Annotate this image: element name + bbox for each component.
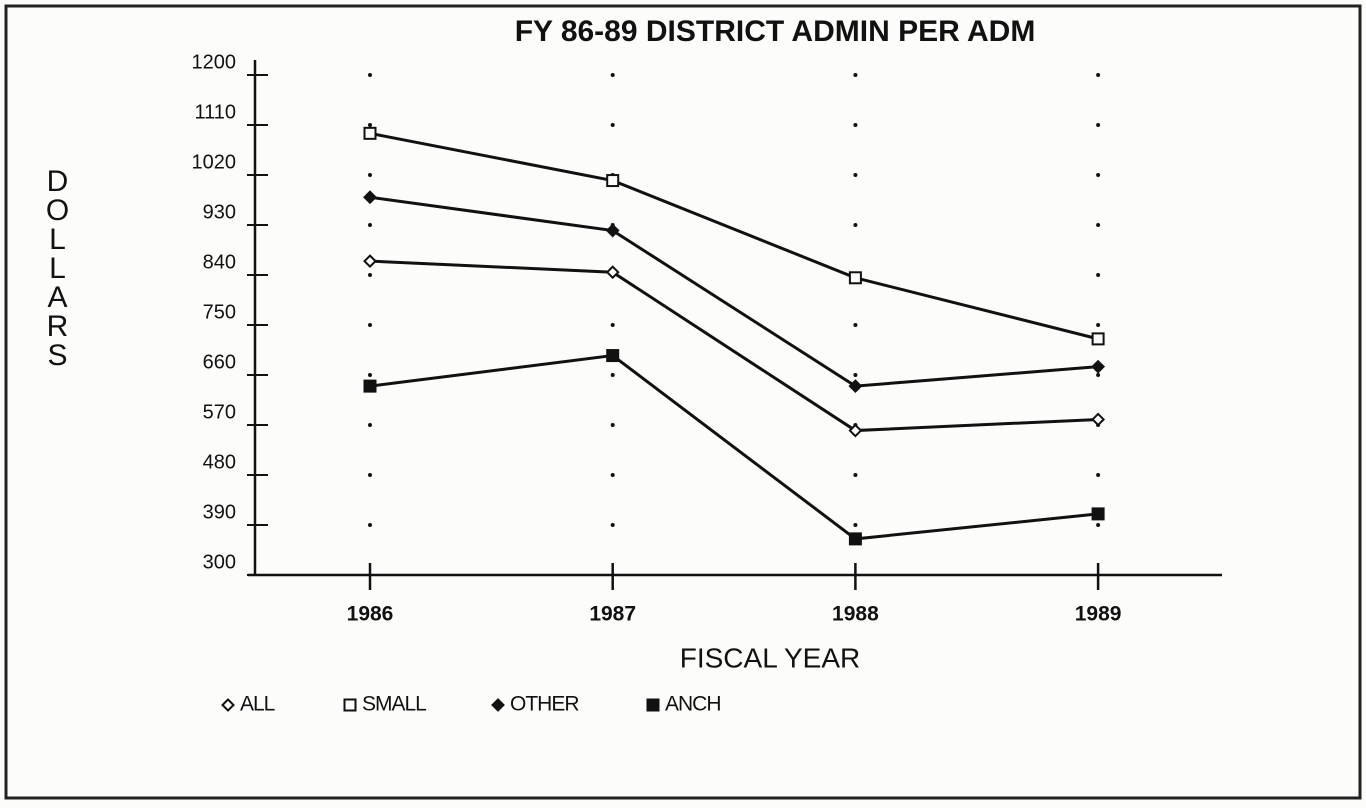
legend-label: SMALL bbox=[362, 693, 426, 716]
grid-dot bbox=[368, 223, 372, 227]
x-tick-label: 1986 bbox=[347, 603, 394, 626]
y-tick-label: 840 bbox=[203, 251, 236, 273]
legend-label: OTHER bbox=[510, 693, 579, 716]
data-point bbox=[848, 423, 863, 438]
y-tick-label: 300 bbox=[203, 551, 236, 573]
data-point bbox=[1091, 412, 1106, 427]
grid-dot bbox=[610, 523, 615, 527]
x-tick-label: 1987 bbox=[589, 603, 636, 626]
grid-dot bbox=[368, 473, 372, 477]
grid-dot bbox=[1096, 473, 1101, 477]
y-axis-label: DOLLARS bbox=[41, 165, 74, 368]
grid-dot bbox=[610, 123, 615, 127]
data-point bbox=[363, 254, 377, 269]
series-line bbox=[369, 353, 1099, 541]
data-point bbox=[363, 126, 377, 140]
y-tick-label: 930 bbox=[203, 201, 236, 223]
data-point bbox=[848, 532, 862, 546]
grid-dot bbox=[368, 323, 372, 327]
data-point bbox=[1091, 332, 1105, 346]
grid-dot bbox=[853, 173, 858, 177]
y-tick-label: 1020 bbox=[192, 151, 237, 173]
grid-dot bbox=[610, 73, 615, 77]
grid-dot bbox=[610, 473, 615, 477]
legend-label: ALL bbox=[240, 693, 275, 716]
y-tick-label: 1200 bbox=[192, 51, 237, 73]
x-tick-label: 1988 bbox=[832, 603, 879, 626]
series-line bbox=[369, 259, 1099, 433]
y-tick-label: 390 bbox=[203, 501, 236, 523]
grid-dot bbox=[853, 73, 858, 77]
frame bbox=[4, 4, 1362, 800]
grid-dot bbox=[1096, 273, 1101, 277]
data-point bbox=[363, 379, 377, 393]
grid-dot bbox=[1096, 73, 1101, 77]
grid-dot bbox=[610, 423, 615, 427]
grid-dot bbox=[368, 273, 372, 277]
series-line bbox=[369, 131, 1099, 341]
grid-dot bbox=[1096, 223, 1101, 227]
legend-marker bbox=[491, 698, 505, 712]
data-point bbox=[606, 174, 620, 188]
grid-dot bbox=[368, 373, 372, 377]
grid-dot bbox=[368, 173, 372, 177]
grid-dot bbox=[1096, 523, 1101, 527]
grid-dot bbox=[853, 523, 858, 527]
grid-dot bbox=[1096, 373, 1101, 377]
grid-dot bbox=[368, 123, 372, 127]
legend-marker bbox=[221, 698, 235, 712]
data-point bbox=[605, 265, 620, 280]
grid-dot bbox=[853, 473, 858, 477]
y-tick-label: 660 bbox=[203, 351, 236, 373]
grid-dot bbox=[1096, 323, 1101, 327]
x-tick-label: 1989 bbox=[1075, 603, 1122, 626]
series-line bbox=[369, 195, 1099, 388]
legend-marker bbox=[646, 698, 660, 712]
grid-dot bbox=[853, 223, 858, 227]
grid-dot bbox=[610, 323, 615, 327]
data-point bbox=[606, 349, 620, 363]
grid-dot bbox=[368, 423, 372, 427]
legend-marker bbox=[343, 698, 357, 712]
grid-dot bbox=[1096, 123, 1101, 127]
grid-dot bbox=[853, 373, 858, 377]
grid-dot bbox=[368, 73, 372, 77]
grid-dot bbox=[1096, 173, 1101, 177]
x-axis-label: FISCAL YEAR bbox=[680, 642, 861, 673]
grid-dot bbox=[368, 523, 372, 527]
data-point bbox=[848, 379, 863, 394]
y-tick-label: 1110 bbox=[194, 101, 236, 123]
data-point bbox=[848, 271, 862, 285]
y-tick-label: 480 bbox=[203, 451, 236, 473]
chart-title: FY 86-89 DISTRICT ADMIN PER ADM bbox=[515, 15, 1036, 48]
y-tick-label: 570 bbox=[203, 401, 236, 423]
data-point bbox=[1091, 359, 1106, 374]
y-tick-label: 750 bbox=[203, 301, 236, 323]
legend-label: ANCH bbox=[665, 693, 721, 716]
data-point bbox=[605, 223, 620, 238]
data-point bbox=[1091, 507, 1105, 521]
grid-dot bbox=[853, 323, 858, 327]
grid-dot bbox=[610, 373, 615, 377]
data-point bbox=[363, 190, 377, 205]
grid-dot bbox=[853, 123, 858, 127]
